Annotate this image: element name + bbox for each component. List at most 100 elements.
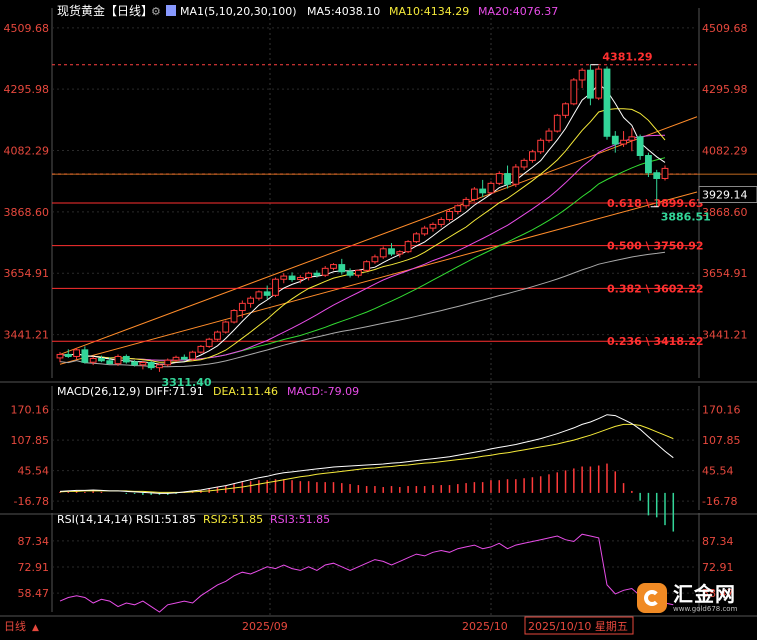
y-tick-right: 107.85 <box>702 434 741 447</box>
candle[interactable] <box>422 226 428 236</box>
candle[interactable] <box>496 171 502 185</box>
candle[interactable] <box>646 153 652 177</box>
candle-body <box>413 234 419 242</box>
candle[interactable] <box>662 166 668 181</box>
candle[interactable] <box>165 358 171 366</box>
candle[interactable] <box>355 269 361 277</box>
rsi2-label: RSI2:51.85 <box>203 513 263 526</box>
logo-name: 汇金网 <box>673 584 737 604</box>
candle[interactable] <box>637 135 643 160</box>
candle[interactable] <box>281 273 287 283</box>
candle[interactable] <box>331 263 337 270</box>
candle[interactable] <box>198 345 204 354</box>
candle-body <box>637 137 643 156</box>
x-label-oct: 2025/10 <box>462 620 508 633</box>
candle[interactable] <box>306 272 312 281</box>
candle[interactable] <box>488 181 494 194</box>
candle-body <box>297 278 303 280</box>
candle[interactable] <box>430 222 436 231</box>
candle[interactable] <box>123 354 129 363</box>
candle-body <box>538 140 544 151</box>
ma10-line <box>68 109 665 362</box>
candle[interactable] <box>364 260 370 271</box>
candle[interactable] <box>438 217 444 227</box>
candle[interactable] <box>190 351 196 361</box>
candle[interactable] <box>471 187 477 201</box>
candle[interactable] <box>397 250 403 257</box>
candle[interactable] <box>554 114 560 133</box>
candle[interactable] <box>604 67 610 140</box>
candle[interactable] <box>529 150 535 163</box>
candle-body <box>372 257 378 262</box>
candle[interactable] <box>206 338 212 348</box>
candle[interactable] <box>513 164 519 187</box>
candle[interactable] <box>405 240 411 253</box>
candle[interactable] <box>480 180 486 197</box>
candle[interactable] <box>157 364 163 372</box>
candle-body <box>231 311 237 322</box>
candle[interactable] <box>339 259 345 275</box>
candle-body <box>223 322 229 332</box>
candle[interactable] <box>579 68 585 88</box>
candle[interactable] <box>264 286 270 299</box>
candle[interactable] <box>148 361 154 370</box>
candle-body <box>157 365 163 368</box>
candle[interactable] <box>596 66 602 100</box>
candle[interactable] <box>223 321 229 334</box>
candle[interactable] <box>413 232 419 243</box>
candle[interactable] <box>372 255 378 264</box>
candle-body <box>612 136 618 144</box>
candle[interactable] <box>629 128 635 151</box>
candle[interactable] <box>563 102 569 118</box>
candle[interactable] <box>389 243 395 256</box>
candle[interactable] <box>347 268 353 277</box>
candle-body <box>173 357 179 360</box>
candle[interactable] <box>74 348 80 359</box>
candle-body <box>99 358 105 360</box>
candle-body <box>264 292 270 295</box>
candle[interactable] <box>463 197 469 208</box>
candle[interactable] <box>82 346 88 363</box>
candle[interactable] <box>521 158 527 169</box>
candle[interactable] <box>173 356 179 363</box>
candle-body <box>132 362 138 365</box>
candle[interactable] <box>248 296 254 307</box>
candle-body <box>256 292 262 298</box>
y-tick-left: 107.85 <box>11 434 50 447</box>
y-tick-left: 87.34 <box>18 535 50 548</box>
candle[interactable] <box>289 272 295 281</box>
candle-body <box>596 69 602 98</box>
candle-body <box>389 249 395 254</box>
candle-body <box>662 168 668 178</box>
triangle-up-icon[interactable]: ▲ <box>32 623 39 633</box>
candle[interactable] <box>588 65 594 106</box>
candle-body <box>521 160 527 167</box>
y-tick-left: 4082.29 <box>4 145 50 158</box>
candle[interactable] <box>447 209 453 222</box>
gear-icon[interactable]: ⚙ <box>151 5 161 18</box>
candle[interactable] <box>571 78 577 105</box>
candle[interactable] <box>215 331 221 341</box>
y-tick-left: 4295.98 <box>4 83 50 96</box>
candle-body <box>571 80 577 104</box>
y-tick-left: 45.54 <box>18 465 50 478</box>
macd-label: MACD(26,12,9) <box>57 385 141 398</box>
ma-settings-icon[interactable] <box>166 5 176 16</box>
candle-body <box>190 352 196 359</box>
candle[interactable] <box>273 278 279 298</box>
candle[interactable] <box>380 247 386 259</box>
period-label[interactable]: 日线 <box>4 619 26 633</box>
cursor-date: 2025/10/10 星期五 <box>528 620 628 633</box>
candle[interactable] <box>538 138 544 154</box>
candle[interactable] <box>322 266 328 277</box>
candle[interactable] <box>231 309 237 323</box>
candle-body <box>380 249 386 257</box>
candle[interactable] <box>546 128 552 142</box>
candle[interactable] <box>612 131 618 153</box>
candle[interactable] <box>140 361 146 370</box>
candle-body <box>331 265 337 269</box>
candle[interactable] <box>256 290 262 300</box>
candle[interactable] <box>455 204 461 214</box>
